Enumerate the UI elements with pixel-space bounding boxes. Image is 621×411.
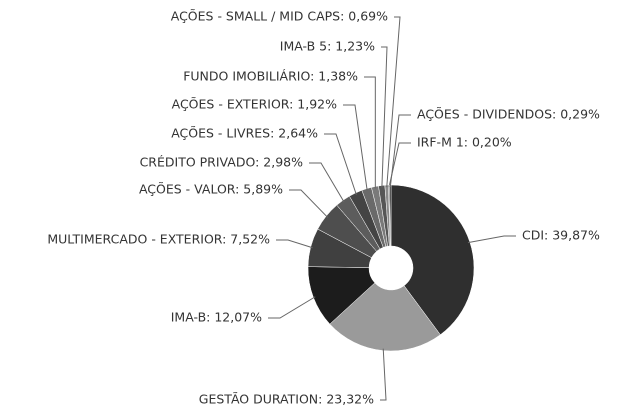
- slice-label: CDI: 39,87%: [522, 228, 600, 243]
- donut-slice: [389, 184, 392, 247]
- slice-label: IMA-B: 12,07%: [171, 310, 262, 325]
- slice-label: IRF-M 1: 0,20%: [417, 135, 512, 150]
- slice-label: AÇÕES - VALOR: 5,89%: [139, 182, 283, 197]
- leader-line: [389, 114, 411, 188]
- slice-label: AÇÕES - DIVIDENDOS: 0,29%: [417, 107, 600, 122]
- donut-slice: [390, 184, 475, 336]
- leader-line: [467, 235, 516, 244]
- donut-slice: [329, 282, 441, 352]
- leader-line: [289, 189, 329, 218]
- slice-label: AÇÕES - LIVRES: 2,64%: [171, 126, 318, 141]
- leader-line: [381, 46, 388, 188]
- leader-line: [364, 76, 376, 189]
- leader-line: [276, 239, 313, 249]
- leader-line: [386, 16, 401, 188]
- leader-line: [388, 142, 411, 188]
- slice-label: AÇÕES - SMALL / MID CAPS: 0,69%: [171, 9, 388, 24]
- leader-line: [343, 104, 368, 191]
- leader-line: [380, 348, 387, 401]
- slice-label: CRÉDITO PRIVADO: 2,98%: [140, 155, 304, 170]
- slice-label: GESTÃO DURATION: 23,32%: [199, 392, 374, 407]
- slice-label: MULTIMERCADO - EXTERIOR: 7,52%: [47, 232, 270, 247]
- leader-line: [268, 296, 316, 319]
- slice-label: IMA-B 5: 1,23%: [280, 39, 375, 54]
- slice-label: FUNDO IMOBILIÁRIO: 1,38%: [183, 69, 358, 84]
- leader-line: [309, 162, 345, 203]
- slice-label: AÇÕES - EXTERIOR: 1,92%: [172, 97, 337, 112]
- leader-line: [324, 133, 357, 195]
